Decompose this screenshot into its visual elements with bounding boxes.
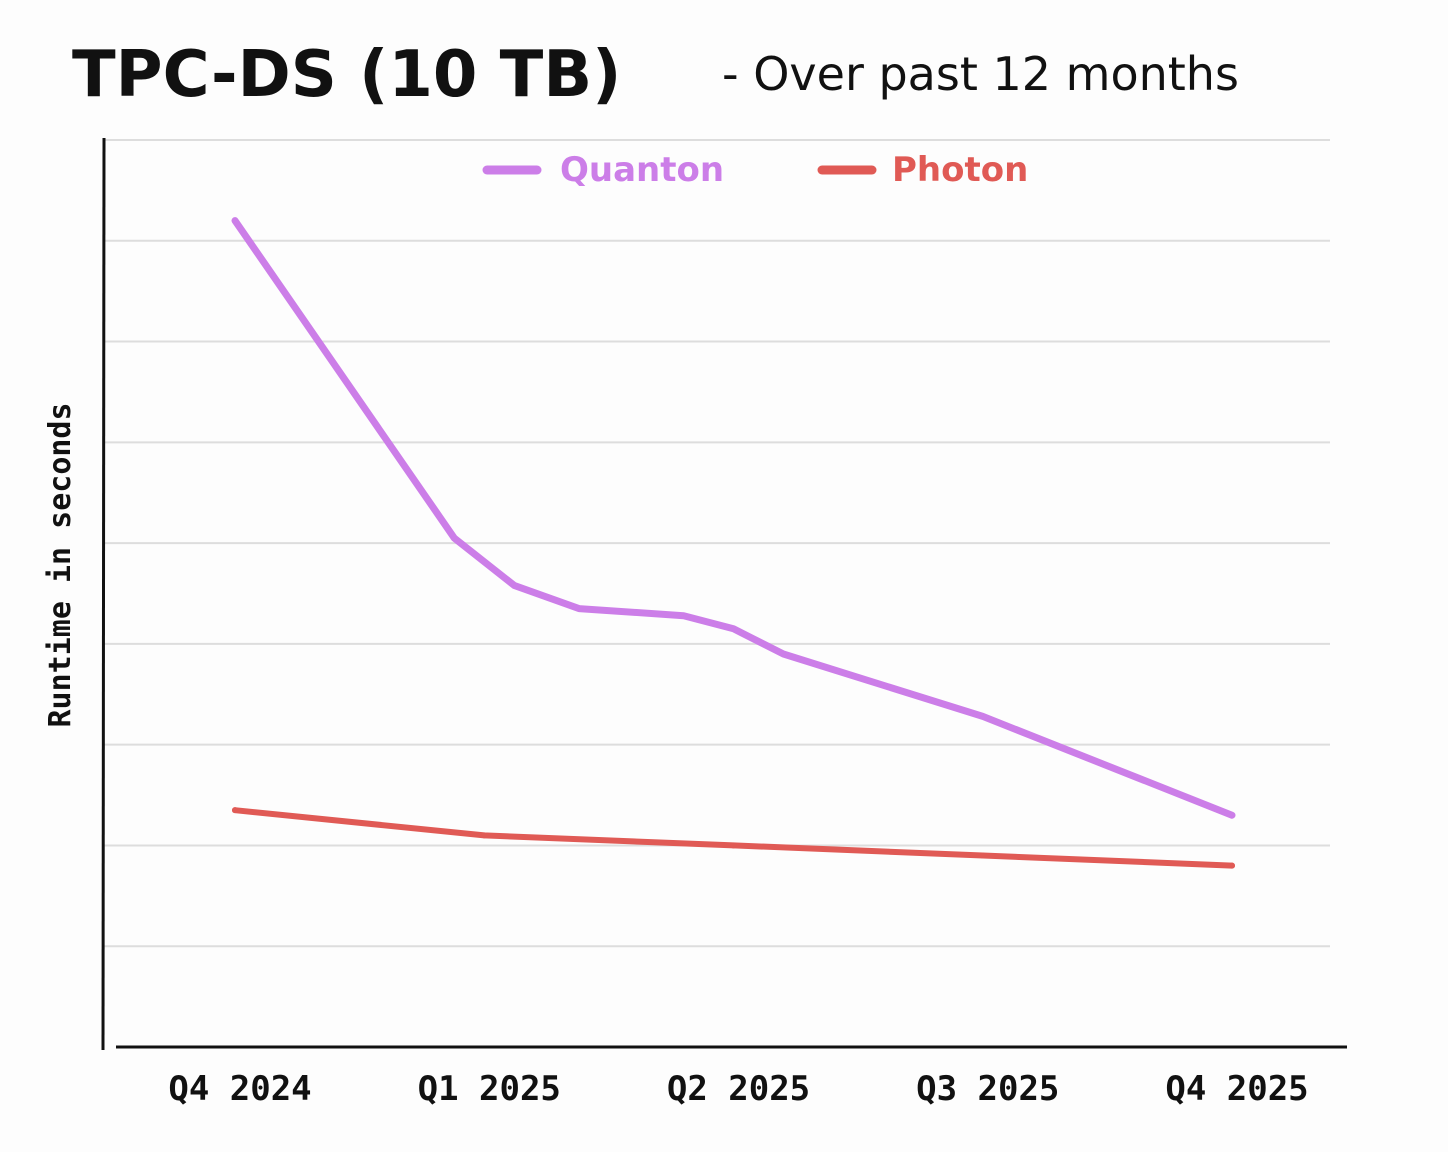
data-point-photon [730, 842, 737, 849]
data-point-quanton [730, 625, 737, 632]
legend-label-quanton: Quanton [560, 150, 724, 190]
data-point-quanton [780, 650, 787, 657]
gridlines [104, 139, 1330, 948]
x-tick-label: Q4 2024 [168, 1069, 311, 1109]
data-point-photon [979, 852, 986, 859]
chart-title: TPC-DS (10 TB) - Over past 12 months [72, 38, 1239, 112]
data-point-quanton [232, 217, 238, 224]
data-point-photon [481, 832, 488, 839]
data-point-quanton [1229, 812, 1235, 819]
legend-label-photon: Photon [892, 150, 1028, 190]
y-axis-line [101, 137, 106, 1051]
data-point-quanton [680, 612, 687, 619]
axes [101, 137, 1347, 1051]
data-point-photon [1229, 862, 1235, 869]
data-point-quanton [575, 605, 582, 612]
data-point-quanton [979, 713, 986, 720]
data-point-quanton [451, 535, 458, 542]
x-tick-label: Q4 2025 [1165, 1069, 1308, 1109]
chart-subtitle: - Over past 12 months [722, 47, 1239, 101]
x-tick-label: Q1 2025 [418, 1069, 561, 1109]
x-tick-label: Q3 2025 [916, 1069, 1059, 1109]
x-tick-labels: Q4 2024 Q1 2025 Q2 2025 Q3 2025 Q4 2025 [168, 1069, 1308, 1109]
x-tick-label: Q2 2025 [667, 1069, 810, 1109]
chart-title-main: TPC-DS (10 TB) [72, 38, 621, 112]
series-line-quanton [231, 217, 1236, 819]
y-axis-title: Runtime in seconds [43, 402, 78, 727]
data-point-quanton [511, 582, 518, 589]
series-line-photon [232, 807, 1235, 869]
series-lines [231, 217, 1236, 869]
data-point-photon [232, 807, 238, 814]
legend: Quanton Photon [482, 150, 1028, 190]
